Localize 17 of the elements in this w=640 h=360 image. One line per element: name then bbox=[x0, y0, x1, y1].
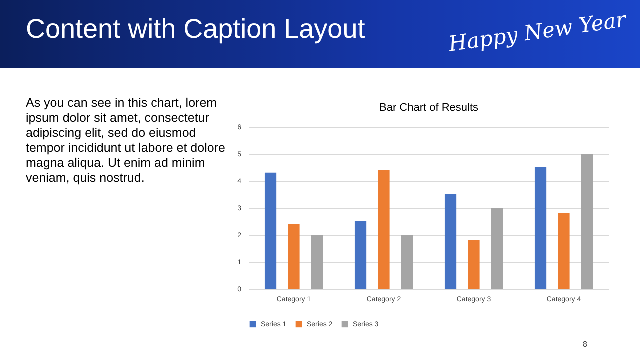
bar bbox=[354, 222, 367, 289]
bar bbox=[288, 224, 300, 289]
bar bbox=[311, 235, 324, 289]
bar bbox=[558, 213, 570, 289]
bar bbox=[468, 240, 480, 289]
chart-title: Bar Chart of Results bbox=[379, 102, 480, 114]
bar bbox=[581, 154, 594, 289]
bar bbox=[401, 235, 414, 289]
bar bbox=[491, 208, 504, 289]
text: As you can see in this chart, lorem ipsum dolor sit amet, consectetur adipiscing elit, sed do eiusmod tempor incididunt ut labore et dolore magna aliqua. Ut enim ad minim veniam, quis nostrud. bbox=[26, 96, 226, 186]
text: Content with Caption Layout bbox=[26, 14, 366, 45]
bar bbox=[378, 170, 390, 289]
bar bbox=[444, 194, 457, 289]
text: 8 bbox=[583, 340, 588, 349]
bar bbox=[264, 172, 277, 289]
bar bbox=[534, 168, 547, 289]
text: Happy New Year bbox=[447, 8, 628, 56]
